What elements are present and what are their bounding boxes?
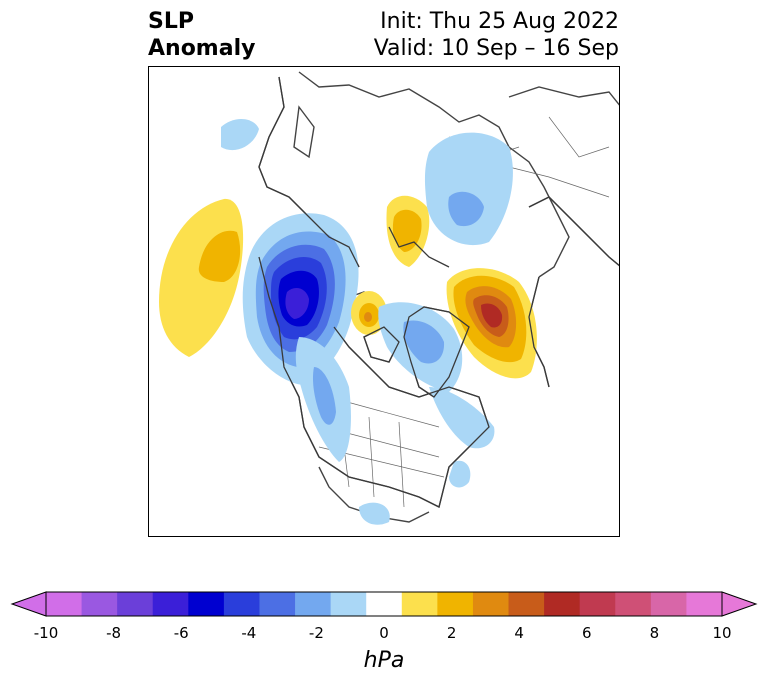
map-title: SLP Anomaly xyxy=(148,8,255,62)
colorbar-segment xyxy=(544,592,581,616)
colorbar-segment xyxy=(366,592,403,616)
map-canvas xyxy=(159,71,619,525)
beaufort-high xyxy=(351,291,387,335)
colorbar-tick-label: 10 xyxy=(712,624,732,642)
colorbar-tick-label: -4 xyxy=(241,624,257,642)
small-low xyxy=(221,118,259,151)
colorbar-segment xyxy=(650,592,687,616)
colorbar-under-arrow xyxy=(10,591,47,617)
colorbar-tick-label: -6 xyxy=(173,624,189,642)
atlantic-high xyxy=(446,268,537,379)
colorbar-segment xyxy=(579,592,616,616)
colorbar-segment xyxy=(117,592,154,616)
colorbar-tick-label: -10 xyxy=(33,624,59,642)
scandinavia-high xyxy=(386,195,430,267)
date-info: Init: Thu 25 Aug 2022 Valid: 10 Sep – 16… xyxy=(374,8,619,62)
coastlines-overlay xyxy=(258,76,619,508)
colorbar-segment xyxy=(81,592,118,616)
colorbar-segment xyxy=(188,592,225,616)
colorbar-segment xyxy=(686,592,723,616)
colorbar xyxy=(10,591,758,617)
valid-range: Valid: 10 Sep – 16 Sep xyxy=(373,36,619,61)
colorbar-segment xyxy=(295,592,332,616)
pacific-high xyxy=(159,198,244,357)
colorbar-segment xyxy=(615,592,652,616)
slp-anomaly-map xyxy=(148,66,620,537)
init-date: Init: Thu 25 Aug 2022 xyxy=(380,9,619,34)
small-low-south xyxy=(359,502,390,525)
colorbar-segment xyxy=(46,592,83,616)
colorbar-frame xyxy=(45,591,723,617)
colorbar-tick-label: 4 xyxy=(514,624,524,642)
colorbar-segment xyxy=(401,592,438,616)
colorbar-tick-label: 0 xyxy=(379,624,389,642)
title-line-1: SLP xyxy=(148,9,194,34)
colorbar-segment xyxy=(472,592,510,616)
colorbar-units: hPa xyxy=(363,648,405,673)
colorbar-segment xyxy=(508,592,545,616)
colorbar-tick-label: -2 xyxy=(308,624,324,642)
greenland-low xyxy=(378,302,495,488)
colorbar-tick-label: 8 xyxy=(649,624,660,642)
colorbar-segment xyxy=(259,592,296,616)
colorbar-tick-label: -8 xyxy=(106,624,122,642)
colorbar-tick-label: 2 xyxy=(446,624,457,642)
canada-low xyxy=(295,337,351,462)
colorbar-segments xyxy=(46,592,723,616)
colorbar-segment xyxy=(223,592,260,616)
title-line-2: Anomaly xyxy=(148,36,256,61)
colorbar-segment xyxy=(152,592,189,616)
barents-low xyxy=(424,132,513,246)
colorbar-segment xyxy=(330,592,367,616)
colorbar-tick-label: 6 xyxy=(582,624,592,642)
arctic-low xyxy=(242,213,359,386)
colorbar-over-arrow xyxy=(721,591,758,617)
colorbar-segment xyxy=(437,592,474,616)
